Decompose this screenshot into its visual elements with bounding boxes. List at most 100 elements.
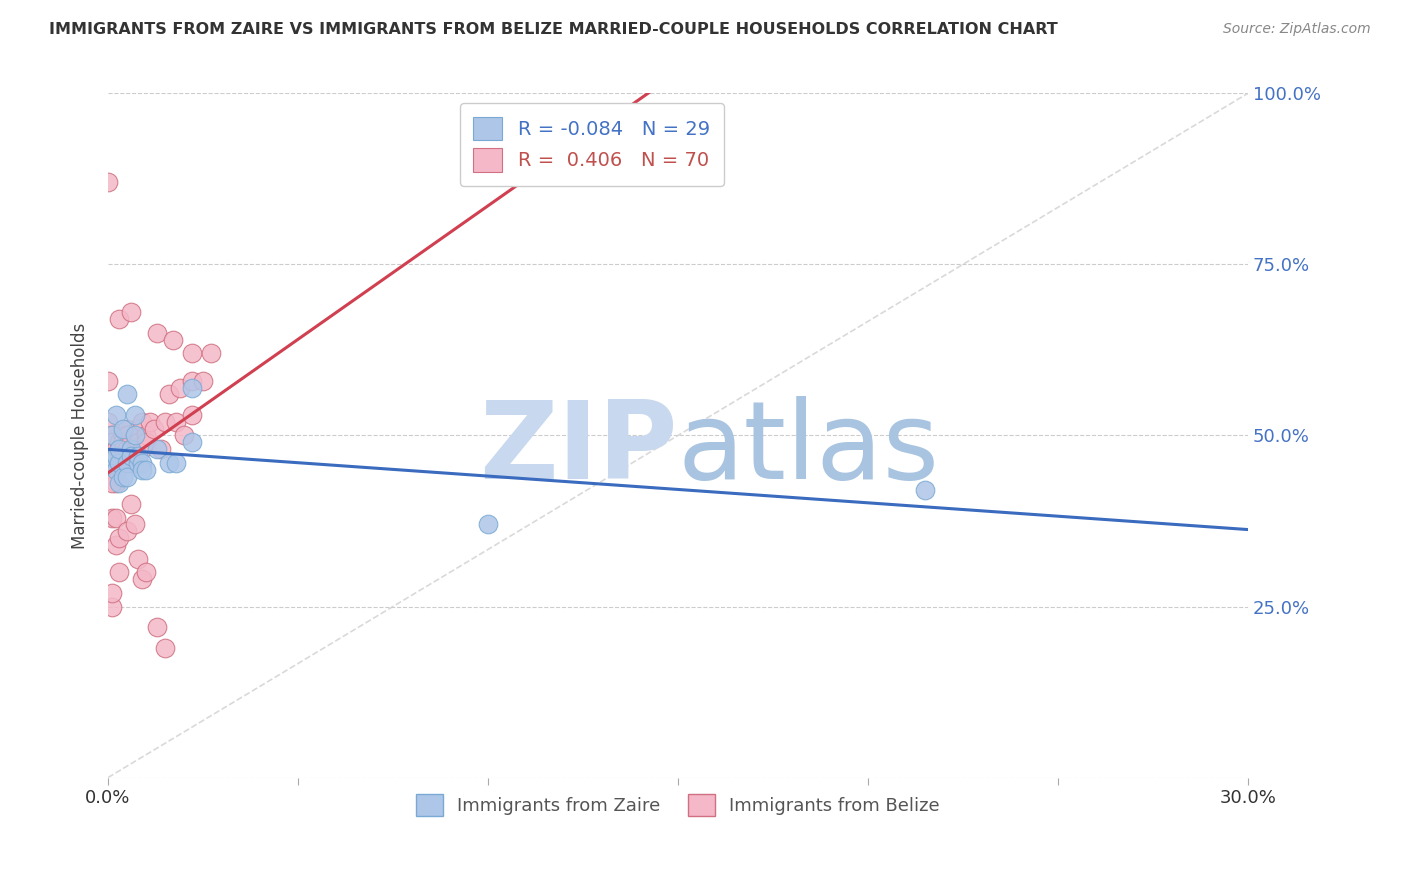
Point [139,415,162,429]
Point [135,463,157,477]
Point [146,620,169,634]
Point [104,476,127,491]
Point [108,442,131,457]
Point [101,435,124,450]
Point [108,456,131,470]
Point [180,380,202,394]
Point [104,538,127,552]
Point [101,456,124,470]
Point [180,408,202,422]
Point [120,449,142,463]
Y-axis label: Married-couple Households: Married-couple Households [72,322,89,549]
Point [127,456,149,470]
Point [97,415,120,429]
Point [180,435,202,450]
Point [477,517,499,532]
Point [108,312,131,326]
Point [135,566,157,580]
Point [115,428,138,442]
Point [104,463,127,477]
Point [127,422,149,436]
Point [108,531,131,545]
Point [104,442,127,457]
Point [153,640,176,655]
Point [131,415,153,429]
Point [101,456,124,470]
Point [104,408,127,422]
Point [165,456,187,470]
Point [104,510,127,524]
Point [108,476,131,491]
Point [135,428,157,442]
Point [115,524,138,539]
Point [112,435,135,450]
Point [115,442,138,457]
Point [131,456,153,470]
Point [104,449,127,463]
Point [135,435,157,450]
Point [120,442,142,457]
Point [131,463,153,477]
Point [115,469,138,483]
Point [157,387,180,401]
Point [101,449,124,463]
Point [914,483,936,498]
Point [124,442,146,457]
Point [131,572,153,586]
Point [120,442,142,457]
Point [108,442,131,457]
Point [115,387,138,401]
Point [112,442,135,457]
Point [146,326,169,340]
Point [101,428,124,442]
Point [162,333,184,347]
Text: atlas: atlas [678,396,941,502]
Point [108,449,131,463]
Point [97,442,120,457]
Point [127,435,149,450]
Point [112,422,135,436]
Text: IMMIGRANTS FROM ZAIRE VS IMMIGRANTS FROM BELIZE MARRIED-COUPLE HOUSEHOLDS CORREL: IMMIGRANTS FROM ZAIRE VS IMMIGRANTS FROM… [49,22,1057,37]
Point [157,456,180,470]
Point [124,428,146,442]
Point [124,408,146,422]
Point [142,422,165,436]
Point [101,428,124,442]
Legend: Immigrants from Zaire, Immigrants from Belize: Immigrants from Zaire, Immigrants from B… [409,787,948,823]
Point [104,456,127,470]
Point [200,346,222,360]
Point [108,566,131,580]
Point [101,586,124,600]
Point [173,428,195,442]
Point [115,422,138,436]
Point [120,449,142,463]
Point [124,517,146,532]
Point [120,435,142,450]
Point [124,428,146,442]
Point [112,428,135,442]
Point [108,456,131,470]
Point [97,374,120,388]
Point [97,175,120,189]
Point [104,463,127,477]
Point [104,469,127,483]
Point [112,449,135,463]
Point [120,305,142,319]
Point [108,435,131,450]
Point [169,380,191,394]
Point [191,374,214,388]
Point [180,374,202,388]
Point [146,442,169,457]
Point [127,551,149,566]
Point [153,415,176,429]
Point [101,510,124,524]
Point [101,476,124,491]
Point [120,456,142,470]
Point [180,346,202,360]
Text: Source: ZipAtlas.com: Source: ZipAtlas.com [1223,22,1371,37]
Point [120,497,142,511]
Point [127,449,149,463]
Point [112,469,135,483]
Point [101,599,124,614]
Point [131,442,153,457]
